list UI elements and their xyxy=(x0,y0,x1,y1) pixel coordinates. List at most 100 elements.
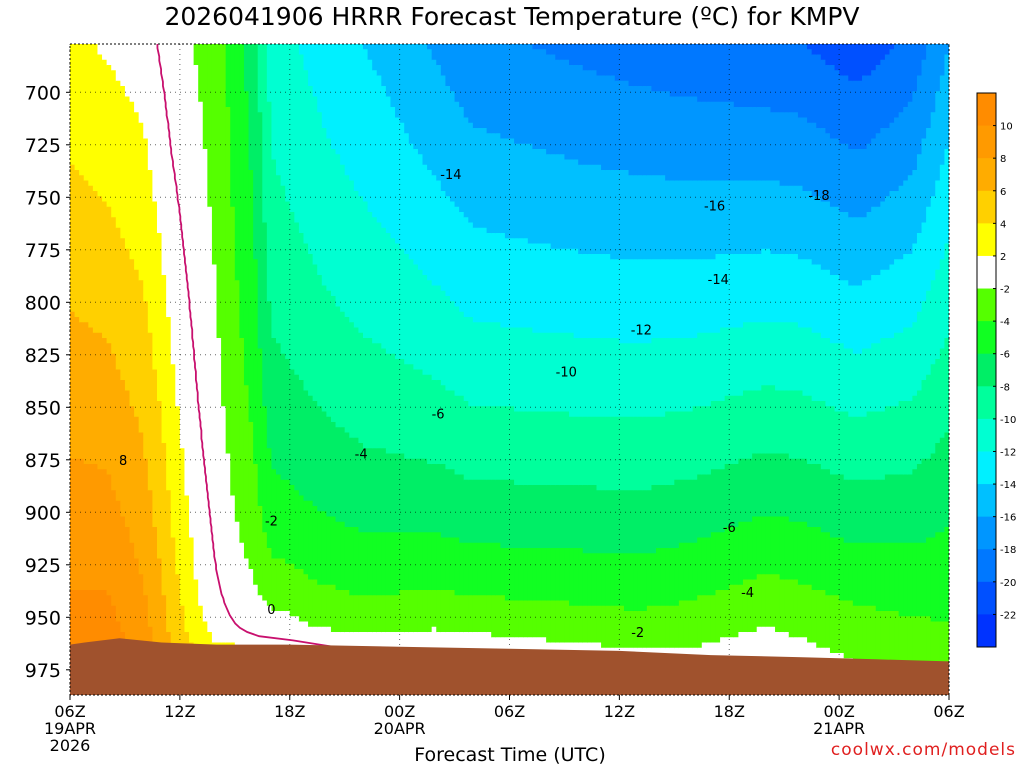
temperature-cell xyxy=(546,548,552,602)
temperature-cell xyxy=(546,600,552,644)
temperature-cell xyxy=(449,590,456,633)
temperature-cell xyxy=(843,479,849,544)
temperature-cell xyxy=(701,474,707,539)
temperature-cell xyxy=(898,259,904,334)
contour-label: -12 xyxy=(631,324,652,339)
temperature-cell xyxy=(454,206,460,308)
temperature-cell xyxy=(440,464,447,539)
temperature-cell xyxy=(564,548,570,602)
temperature-cell xyxy=(674,44,680,98)
temperature-cell xyxy=(738,584,744,633)
temperature-cell xyxy=(669,411,675,486)
temperature-cell xyxy=(257,44,263,113)
temperature-cell xyxy=(784,579,790,633)
temperature-cell xyxy=(935,621,941,695)
temperature-cell xyxy=(372,532,378,596)
temperature-cell xyxy=(262,406,268,533)
colorbar-label: -12 xyxy=(1000,447,1016,458)
temperature-cell xyxy=(253,259,259,465)
temperature-cell xyxy=(857,416,863,481)
temperature-cell xyxy=(619,259,625,344)
temperature-cell xyxy=(875,411,881,481)
temperature-cell xyxy=(907,175,913,255)
x-tick-label: 00Z xyxy=(823,702,854,721)
temperature-cell xyxy=(326,290,332,418)
temperature-cell xyxy=(230,206,236,497)
temperature-cell xyxy=(239,542,245,695)
temperature-cell xyxy=(555,485,561,549)
temperature-cell xyxy=(156,233,163,402)
temperature-cell xyxy=(591,338,598,418)
temperature-cell xyxy=(916,390,923,465)
colorbar-bin xyxy=(977,516,996,550)
temperature-cell xyxy=(582,605,588,644)
temperature-cell xyxy=(669,485,675,549)
temperature-cell xyxy=(285,359,291,481)
temperature-cell xyxy=(335,427,341,523)
temperature-cell xyxy=(884,196,891,271)
temperature-cell xyxy=(756,516,762,575)
temperature-cell xyxy=(536,332,543,413)
temperature-cell xyxy=(710,332,717,402)
temperature-cell xyxy=(633,343,639,418)
temperature-cell xyxy=(289,212,295,371)
temperature-cell xyxy=(207,44,213,208)
temperature-cell xyxy=(871,275,877,344)
temperature-cell xyxy=(761,385,767,455)
temperature-cell xyxy=(642,259,648,344)
temperature-cell xyxy=(797,458,804,523)
temperature-cell xyxy=(756,322,762,392)
temperature-cell xyxy=(793,254,799,323)
temperature-cell xyxy=(308,44,314,87)
temperature-cell xyxy=(504,406,511,481)
temperature-cell xyxy=(495,133,501,234)
temperature-cell xyxy=(102,469,108,591)
temperature-cell xyxy=(656,416,662,486)
temperature-cell xyxy=(578,254,584,339)
temperature-cell xyxy=(733,527,740,586)
temperature-cell xyxy=(527,600,533,638)
temperature-cell xyxy=(839,600,845,654)
temperature-cell xyxy=(852,44,859,82)
temperature-cell xyxy=(358,443,364,533)
temperature-cell xyxy=(184,495,190,633)
temperature-cell xyxy=(637,611,643,649)
temperature-cell xyxy=(79,458,85,591)
temperature-cell xyxy=(834,44,840,71)
temperature-cell xyxy=(646,175,653,260)
temperature-cell xyxy=(747,458,753,523)
temperature-cell xyxy=(775,390,781,455)
temperature-cell xyxy=(92,464,99,591)
temperature-cell xyxy=(623,44,630,82)
temperature-cell xyxy=(408,532,414,591)
temperature-cell xyxy=(875,343,881,413)
temperature-cell xyxy=(70,164,76,313)
temperature-cell xyxy=(614,605,620,649)
temperature-cell xyxy=(710,532,717,596)
x-tick-label: 06Z xyxy=(933,702,964,721)
temperature-cell xyxy=(518,238,524,329)
temperature-cell xyxy=(330,422,337,518)
temperature-cell xyxy=(532,149,538,245)
temperature-cell xyxy=(610,75,616,171)
temperature-cell xyxy=(628,259,634,344)
temperature-cell xyxy=(111,70,117,218)
temperature-cell xyxy=(720,254,726,329)
temperature-cell xyxy=(843,280,849,350)
temperature-cell xyxy=(422,458,428,533)
temperature-cell xyxy=(642,553,648,612)
temperature-cell xyxy=(578,605,584,644)
temperature-cell xyxy=(710,101,717,182)
temperature-cell xyxy=(784,390,790,455)
temperature-cell xyxy=(390,453,396,533)
temperature-cell xyxy=(866,143,872,213)
temperature-cell xyxy=(317,406,323,512)
temperature-cell xyxy=(939,532,946,623)
temperature-cell xyxy=(413,532,419,591)
temperature-cell xyxy=(747,107,753,182)
temperature-cell xyxy=(779,579,785,633)
temperature-cell xyxy=(303,390,309,502)
temperature-cell xyxy=(642,490,648,554)
temperature-cell xyxy=(866,280,872,350)
temperature-cell xyxy=(930,537,936,623)
